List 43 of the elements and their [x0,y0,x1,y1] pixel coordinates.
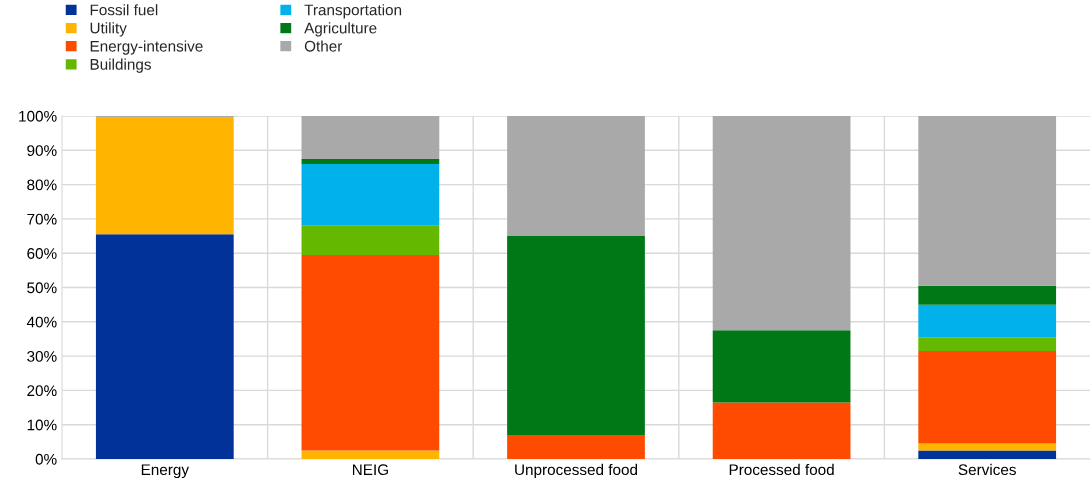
y-tick-label: 40% [26,316,57,328]
bar [301,254,440,451]
bar [918,285,1057,305]
y-tick-label: 70% [27,213,57,225]
bar [712,330,851,403]
bar [918,450,1057,459]
bar [918,337,1057,351]
bar [918,116,1057,286]
legend-label: Agriculture [304,22,377,37]
bar [95,117,234,235]
y-tick-label: 20% [27,385,57,397]
bar [507,434,645,459]
bar [507,116,645,237]
x-tick-label: NEIG [352,464,388,476]
y-tick-label: 90% [27,145,57,156]
bar [918,304,1057,338]
bar [918,350,1057,444]
bar [301,158,440,165]
legend-label: Transportation [304,4,402,19]
legend-label: Other [304,40,343,52]
y-tick-label: 30% [27,350,57,362]
bar [301,225,440,255]
bar [301,450,440,459]
legend-label: Buildings [90,58,151,73]
y-tick-label: 10% [27,419,57,431]
y-tick-label: 80% [27,179,57,191]
y-tick-label: 100% [19,110,57,122]
y-tick-label: 60% [27,248,57,259]
bar [95,234,234,459]
y-tick-label: 50% [27,282,57,294]
x-tick-label: Energy [141,464,189,479]
x-tick-label: Unprocessed food [515,463,638,479]
legend-label: Energy-intensive [90,40,203,55]
y-tick-label: 0% [35,453,57,465]
bar [712,402,851,459]
bar [301,164,440,226]
x-tick-label: Services [958,463,1016,476]
bar [712,116,851,331]
legend-label: Fossil fuel [90,4,158,16]
bar [507,236,645,435]
x-tick-label: Processed food [729,463,834,476]
bar [301,116,440,159]
legend-label: Utility [90,22,127,37]
